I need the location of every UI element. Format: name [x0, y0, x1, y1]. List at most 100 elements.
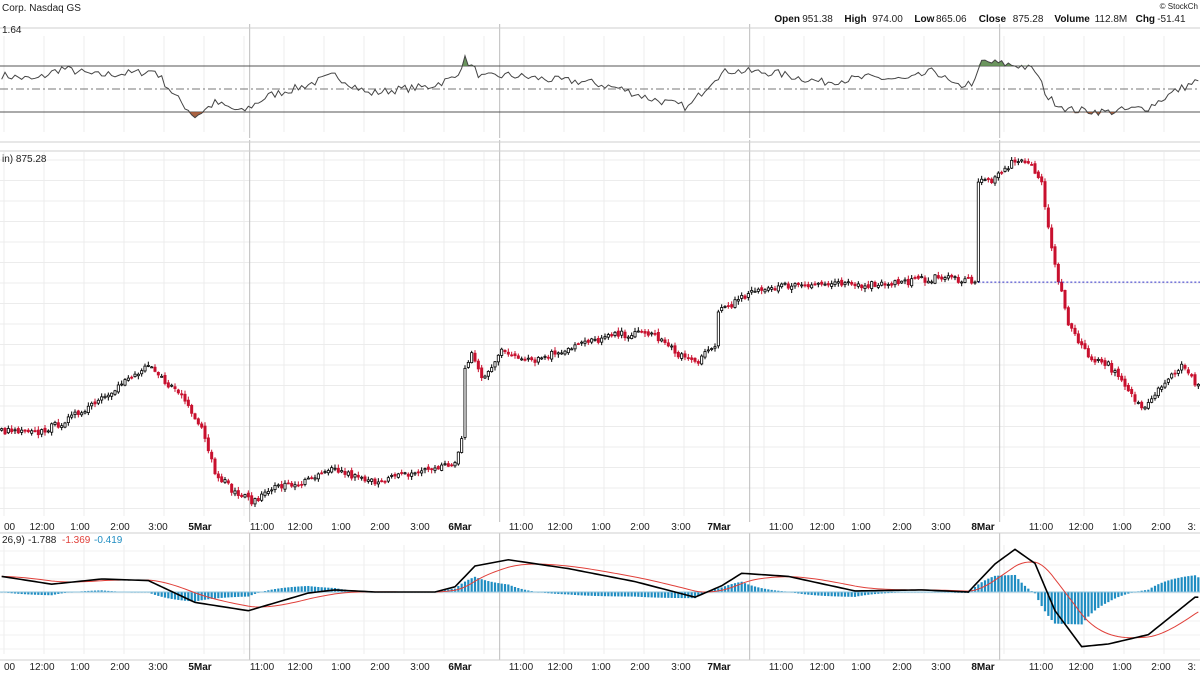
candle-body	[3, 427, 7, 435]
candle-body	[806, 284, 810, 288]
candle-body	[606, 334, 610, 338]
macd-hist-bar	[877, 592, 880, 594]
macd-hist-bar	[810, 592, 813, 596]
macd-hist-bar	[1127, 592, 1130, 594]
macd-value-label: -1.788	[28, 535, 57, 546]
candle-body	[926, 280, 930, 284]
candle-body	[1023, 160, 1027, 164]
candle-body	[943, 277, 947, 280]
macd-hist-bar	[770, 589, 773, 592]
candle-body	[90, 402, 94, 407]
macd-hist-bar	[630, 592, 633, 597]
macd-hist-bar	[977, 584, 980, 592]
axis-time-label: 00	[4, 662, 16, 673]
candle-body	[913, 277, 917, 279]
macd-hist-bar	[297, 586, 300, 592]
candle-body	[556, 352, 560, 355]
candle-body	[196, 418, 200, 425]
macd-hist-bar	[1123, 592, 1127, 595]
candle-body	[70, 414, 74, 418]
macd-hist-bar	[213, 592, 217, 599]
macd-hist-bar	[267, 590, 270, 592]
candle-body	[856, 283, 860, 287]
candle-body	[1136, 402, 1140, 404]
candle-body	[793, 283, 797, 287]
candle-body	[373, 478, 377, 485]
candle-body	[1190, 374, 1194, 377]
axis-time-label: 2:00	[1151, 522, 1171, 533]
candle-body	[573, 344, 577, 350]
macd-hist-bar	[717, 588, 720, 592]
candle-body	[646, 331, 650, 336]
candle-body	[593, 338, 597, 341]
candle-body	[0, 428, 4, 431]
candle-body	[153, 366, 157, 372]
macd-hist-bar	[503, 584, 507, 592]
candle-body	[103, 395, 107, 399]
candle-body	[293, 484, 297, 488]
macd-hist-bar	[190, 592, 193, 602]
candle-body	[650, 332, 654, 335]
candle-body	[910, 278, 914, 287]
candle-body	[493, 361, 497, 368]
candle-body	[386, 477, 390, 482]
macd-hist-bar	[670, 592, 673, 598]
macd-hist-bar	[1073, 592, 1077, 625]
macd-hist-bar	[177, 592, 180, 600]
candle-body	[596, 338, 600, 343]
axis-time-label: 2:00	[370, 662, 390, 673]
candle-body	[653, 333, 657, 335]
candle-body	[216, 473, 220, 479]
macd-hist-bar	[1020, 582, 1023, 592]
axis-time-label: 3:00	[671, 522, 691, 533]
candle-body	[726, 305, 730, 307]
macd-hist-bar	[1167, 580, 1170, 592]
candle-body	[666, 342, 670, 347]
candle-body	[1170, 373, 1174, 379]
candle-body	[1090, 356, 1094, 361]
axis-time-label: 11:00	[769, 522, 794, 533]
macd-hist-bar	[710, 590, 713, 592]
macd-hist-bar	[490, 581, 493, 592]
macd-hist-bar	[1100, 592, 1103, 606]
candle-body	[376, 481, 380, 485]
candle-body	[26, 429, 30, 433]
candle-body	[1066, 307, 1070, 326]
candle-body	[883, 283, 887, 286]
macd-hist-bar	[93, 590, 97, 592]
macd-hist-bar	[640, 592, 643, 597]
candle-body	[316, 473, 320, 480]
macd-hist-bar	[807, 592, 810, 595]
candle-body	[96, 399, 100, 404]
candle-body	[746, 293, 750, 298]
candle-body	[790, 285, 794, 290]
candle-body	[283, 482, 287, 490]
candle-body	[143, 365, 147, 372]
candle-body	[480, 367, 484, 379]
macd-hist-bar	[97, 590, 100, 592]
macd-hist-bar	[1037, 592, 1040, 601]
macd-hist-bar	[157, 592, 160, 596]
macd-hist-bar	[23, 592, 27, 595]
macd-hist-bar	[327, 587, 330, 592]
macd-hist-bar	[693, 592, 697, 599]
axis-time-label: 1:00	[70, 662, 90, 673]
candle-body	[10, 428, 14, 433]
candle-body	[233, 490, 237, 495]
candle-body	[263, 491, 267, 496]
macd-hist-bar	[1067, 592, 1070, 625]
macd-hist-bar	[293, 586, 297, 592]
candle-body	[590, 338, 594, 343]
candle-body	[880, 281, 884, 286]
macd-hist-bar	[653, 592, 657, 598]
ohlc-open-label: Open	[774, 14, 800, 25]
rsi-panel	[0, 53, 1200, 119]
grid	[0, 24, 1200, 661]
macd-hist-bar	[1077, 592, 1080, 625]
macd-hist-bar	[760, 588, 763, 592]
candle-body	[780, 283, 784, 288]
macd-hist-bar	[1027, 588, 1030, 592]
macd-hist-bar	[580, 592, 583, 596]
macd-hist-bar	[987, 578, 990, 592]
macd-hist-bar	[743, 583, 747, 592]
